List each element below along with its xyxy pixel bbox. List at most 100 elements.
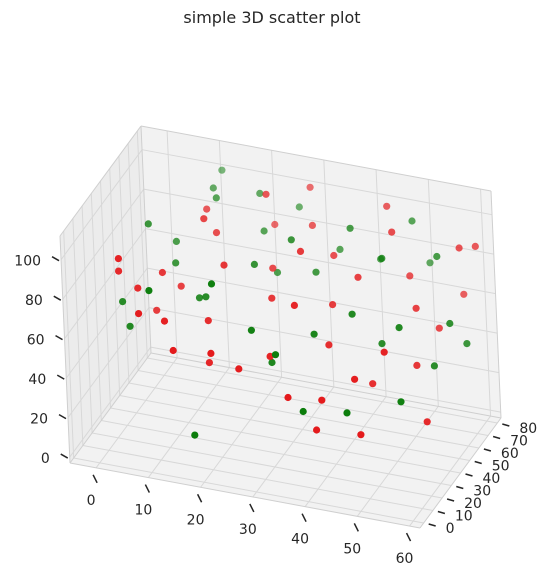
- x-tick-label: 0: [87, 493, 96, 509]
- scatter-point-series-2: [287, 236, 295, 244]
- z-grid-line-back: [150, 346, 501, 413]
- scatter-point-series-1: [357, 431, 365, 439]
- scatter-point-series-1: [351, 375, 359, 383]
- y-tick-mark: [502, 423, 510, 427]
- y-tick-mark: [492, 435, 501, 440]
- scatter-point-series-2: [271, 351, 280, 359]
- z-grid-line-side: [67, 307, 150, 418]
- scatter-point-series-1: [460, 290, 468, 298]
- scatter-point-series-1: [153, 306, 161, 314]
- x-grid-line-back: [218, 140, 230, 368]
- x-grid-line-back: [480, 189, 492, 417]
- grid-lines: [60, 130, 501, 527]
- scatter-point-series-2: [202, 293, 210, 301]
- y-grid-line-floor: [82, 445, 433, 511]
- scatter-point-series-2: [408, 217, 416, 225]
- chart-title: simple 3D scatter plot: [183, 8, 360, 27]
- scatter-point-series-2: [218, 166, 226, 174]
- x-tick-label: 20: [187, 512, 205, 528]
- y-grid-line-side: [72, 218, 84, 446]
- x-tick-mark: [405, 532, 412, 542]
- scatter-point-series-1: [204, 317, 212, 325]
- z-grid-line-side: [64, 228, 146, 339]
- z-tick-mark: [51, 256, 60, 262]
- scatter-point-series-1: [406, 272, 414, 280]
- z-tick-label: 40: [28, 372, 46, 388]
- scatter-point-series-2: [446, 319, 454, 328]
- scatter-point-series-1: [266, 352, 274, 360]
- scatter-point-series-1: [330, 251, 338, 260]
- y-grid-line-floor: [119, 395, 470, 461]
- y-grid-line-side: [90, 193, 102, 421]
- scatter-point-series-1: [205, 359, 213, 367]
- z-grid-line-side: [62, 188, 145, 300]
- y-tick-mark: [446, 498, 455, 502]
- scatter-point-series-1: [435, 324, 443, 332]
- scatter-point-series-2: [126, 322, 134, 330]
- scatter-point-series-1: [388, 228, 396, 236]
- scatter-point-series-2: [273, 268, 282, 277]
- scatter-point-series-1: [318, 396, 326, 404]
- back-edge-right: [490, 190, 502, 419]
- z-grid-line-back: [143, 188, 494, 255]
- y-grid-line-floor: [73, 457, 424, 524]
- y-tick-label: 60: [501, 446, 519, 462]
- scatter-point-series-1: [383, 202, 391, 210]
- scatter-point-series-2: [426, 259, 434, 267]
- x-grid-line-back: [375, 169, 387, 397]
- scatter-point-series-1: [177, 282, 185, 290]
- scatter-point-series-1: [455, 244, 463, 252]
- floor-edge-left: [69, 352, 152, 464]
- x-tick-mark: [249, 503, 255, 513]
- scatter-point-series-2: [209, 184, 217, 192]
- scatter-point-series-1: [290, 301, 298, 309]
- scatter-point-series-2: [256, 189, 264, 197]
- y-tick-mark: [465, 473, 473, 477]
- scatter-point-series-1: [269, 264, 277, 272]
- y-tick-label: 30: [473, 484, 491, 500]
- z-grid-line-side: [65, 267, 148, 379]
- scatter-point-series-2: [310, 330, 318, 338]
- scatter-point-series-2: [145, 287, 153, 295]
- y-grid-line-floor: [101, 420, 452, 486]
- scatter-point-series-1: [271, 220, 279, 229]
- scatter-point-series-1: [354, 273, 362, 281]
- axis-edges: [59, 125, 502, 529]
- scatter-point-series-1: [308, 221, 316, 229]
- x-tick-label: 60: [396, 551, 414, 567]
- scatter-point-series-1: [369, 380, 377, 388]
- scatter-point-series-1: [115, 267, 123, 275]
- y-grid-line-side: [63, 230, 75, 459]
- y-grid-line-side: [81, 205, 93, 434]
- x-grid-line-back: [271, 150, 283, 378]
- y-axis-line: [419, 417, 502, 529]
- scatter-point-series-1: [380, 348, 388, 356]
- z-grid-line-side: [69, 346, 152, 458]
- x-axis-line: [69, 462, 421, 529]
- y-grid-line-side: [100, 180, 111, 409]
- scatter-point-series-1: [134, 284, 142, 292]
- x-tick-label: 40: [291, 532, 309, 548]
- y-grid-line-floor: [138, 370, 489, 436]
- z-tick-label: 20: [30, 412, 48, 428]
- scatter-point-series-2: [212, 194, 220, 202]
- scatter-point-series-2: [119, 298, 127, 306]
- scatter-point-series-2: [378, 340, 386, 348]
- scatter-point-series-1: [207, 349, 215, 357]
- z-tick-mark: [60, 453, 69, 459]
- scatter-point-series-1: [160, 317, 169, 325]
- scatter-point-series-2: [346, 224, 354, 232]
- y-grid-line-floor: [128, 382, 480, 449]
- z-tick-label: 0: [41, 451, 50, 467]
- scatter-point-series-1: [284, 393, 292, 402]
- scatter-point-series-1: [203, 205, 211, 213]
- z-tick-mark: [58, 413, 67, 420]
- tick-marks: 0102030405060010203040506070800204060801…: [14, 254, 537, 567]
- scatter-point-series-1: [423, 418, 431, 426]
- scatter-point-series-1: [158, 268, 166, 277]
- y-tick-mark: [456, 485, 464, 490]
- y-tick-label: 0: [446, 521, 455, 537]
- scatter-point-series-1: [413, 361, 421, 369]
- scatter-point-series-1: [135, 310, 143, 318]
